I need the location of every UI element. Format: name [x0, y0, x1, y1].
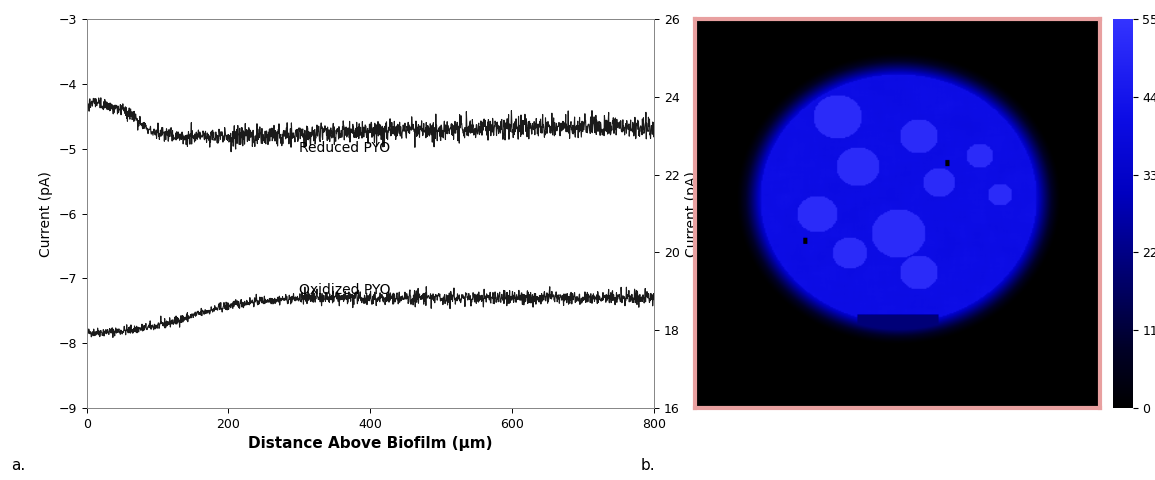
Text: Oxidized PYO: Oxidized PYO — [299, 283, 390, 297]
Y-axis label: Current (pA): Current (pA) — [39, 171, 53, 256]
Text: Reduced PYO: Reduced PYO — [299, 141, 390, 155]
Text: a.: a. — [12, 458, 25, 473]
Y-axis label: Current (pA): Current (pA) — [685, 171, 699, 256]
Text: b.: b. — [641, 458, 656, 473]
X-axis label: Distance Above Biofilm (μm): Distance Above Biofilm (μm) — [248, 436, 492, 451]
